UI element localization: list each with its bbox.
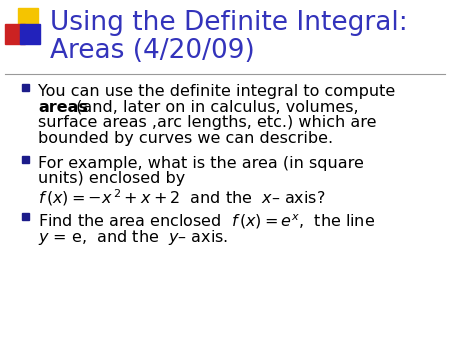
- Text: Using the Definite Integral:: Using the Definite Integral:: [50, 10, 408, 36]
- Bar: [20, 24, 40, 44]
- Text: units) enclosed by: units) enclosed by: [38, 171, 185, 187]
- Text: Find the area enclosed  $f\,(x) = e^x$,  the line: Find the area enclosed $f\,(x) = e^x$, t…: [38, 213, 375, 231]
- Text: You can use the definite integral to compute: You can use the definite integral to com…: [38, 84, 395, 99]
- Text: bounded by curves we can describe.: bounded by curves we can describe.: [38, 130, 333, 145]
- Text: $f\,(x) = \mathrm{-}x^{\,2} + x + 2$  and the  $x$– axis?: $f\,(x) = \mathrm{-}x^{\,2} + x + 2$ and…: [38, 187, 325, 208]
- Bar: [22, 213, 29, 219]
- Text: (and, later on in calculus, volumes,: (and, later on in calculus, volumes,: [71, 99, 359, 115]
- Text: $y$ = e,  and the  $y$– axis.: $y$ = e, and the $y$– axis.: [38, 228, 228, 247]
- Bar: [22, 84, 29, 91]
- Text: Areas (4/20/09): Areas (4/20/09): [50, 38, 255, 64]
- Text: For example, what is the area (in square: For example, what is the area (in square: [38, 156, 364, 171]
- Bar: [18, 8, 38, 28]
- Bar: [22, 156, 29, 163]
- Text: surface areas ,arc lengths, etc.) which are: surface areas ,arc lengths, etc.) which …: [38, 115, 377, 130]
- Text: areas: areas: [38, 99, 88, 115]
- Bar: [5, 24, 25, 44]
